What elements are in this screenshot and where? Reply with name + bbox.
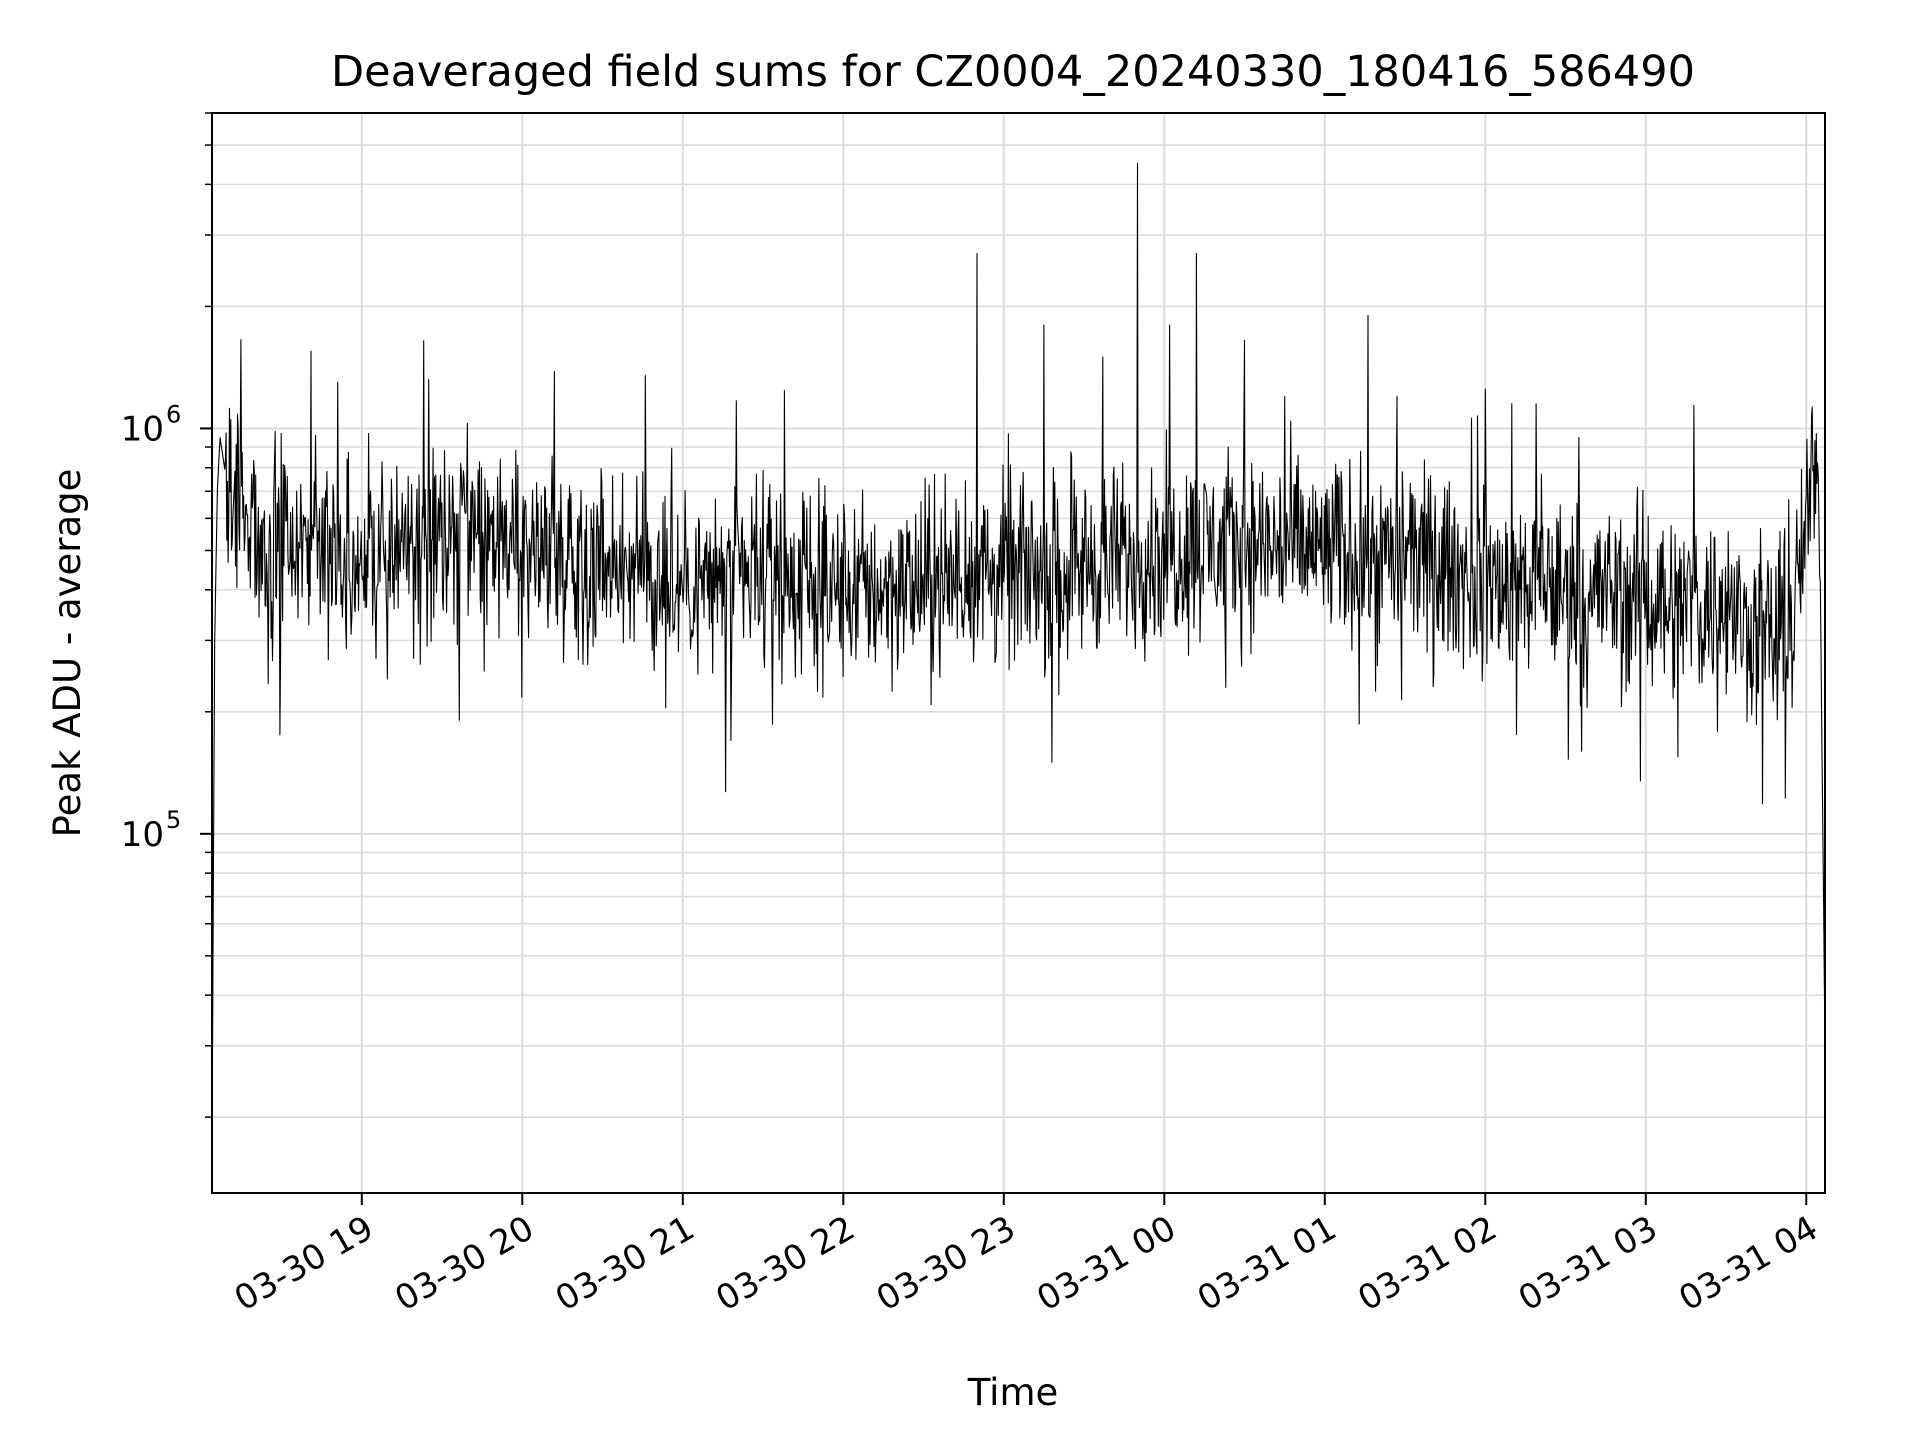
x-tick-label: 03-31 03 [1512,1208,1664,1319]
x-tick-label: 03-31 02 [1351,1208,1503,1319]
y-axis-label: Peak ADU - average [46,469,89,838]
y-tick-label: 10 6 [121,400,182,449]
x-tick-label: 03-30 23 [870,1208,1022,1319]
x-tick-label: 03-31 01 [1191,1208,1343,1319]
x-tick-label: 03-30 21 [549,1208,701,1319]
y-tick-base: 10 [121,409,164,449]
y-tick-label: 10 5 [121,806,182,855]
plot-frame [211,112,1826,1194]
x-tick-label: 03-30 19 [228,1208,380,1319]
chart-title: Deaveraged field sums for CZ0004_2024033… [331,47,1695,97]
x-axis-ticks: 03-30 19 03-30 20 03-30 21 03-30 22 03-30 23… [228,1193,1825,1319]
x-axis-label: Time [967,1371,1059,1414]
x-tick-label: 03-31 00 [1030,1208,1182,1319]
y-tick-exponent: 5 [166,806,181,834]
x-tick-label: 03-30 20 [388,1208,540,1319]
x-tick-label: 03-31 04 [1672,1208,1824,1319]
series-line [211,163,1826,1146]
x-tick-label: 03-30 22 [709,1208,861,1319]
y-tick-base: 10 [121,815,164,855]
y-tick-exponent: 6 [166,400,181,428]
series-layer [211,163,1826,1146]
